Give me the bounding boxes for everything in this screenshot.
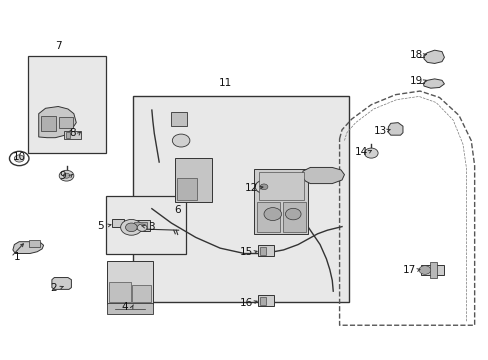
Polygon shape (39, 107, 76, 138)
Circle shape (59, 170, 74, 181)
Bar (134, 222, 147, 229)
Bar (260, 297, 265, 305)
Bar (105, 196, 185, 253)
Bar (107, 303, 153, 315)
Polygon shape (423, 50, 444, 63)
Bar (282, 202, 305, 232)
Bar (27, 56, 105, 153)
Text: 4: 4 (122, 302, 128, 312)
Circle shape (14, 155, 24, 162)
Bar (177, 178, 196, 200)
Bar (29, 240, 40, 247)
Text: 6: 6 (174, 206, 180, 216)
Polygon shape (387, 123, 402, 135)
Text: 2: 2 (50, 283, 57, 293)
Bar (41, 116, 56, 131)
Bar (171, 112, 186, 126)
Text: 11: 11 (218, 78, 231, 88)
Bar (65, 132, 70, 138)
Polygon shape (52, 278, 71, 289)
Bar (132, 285, 151, 302)
Text: 15: 15 (239, 247, 252, 257)
Bar (258, 296, 273, 306)
Text: 7: 7 (55, 41, 61, 50)
Text: 9: 9 (60, 171, 66, 181)
Bar (429, 262, 436, 278)
Text: 18: 18 (408, 50, 422, 60)
Text: 19: 19 (408, 76, 422, 86)
Bar (107, 261, 153, 304)
Bar (254, 169, 307, 234)
Circle shape (260, 184, 267, 190)
Text: 16: 16 (239, 298, 252, 308)
Text: 3: 3 (148, 222, 155, 231)
Bar (420, 265, 444, 275)
Bar (109, 282, 131, 302)
Text: 13: 13 (373, 126, 386, 135)
Circle shape (172, 134, 189, 147)
Bar (260, 247, 265, 255)
Polygon shape (302, 167, 344, 184)
Text: 17: 17 (402, 265, 415, 275)
Bar (64, 131, 81, 139)
Bar (256, 202, 280, 232)
Text: 8: 8 (69, 128, 76, 138)
Bar (175, 158, 211, 202)
Bar (112, 220, 123, 227)
Circle shape (125, 223, 137, 231)
Circle shape (264, 208, 281, 221)
Circle shape (63, 173, 70, 178)
Text: 14: 14 (354, 147, 367, 157)
Circle shape (285, 208, 301, 220)
Text: 12: 12 (244, 183, 258, 193)
Circle shape (364, 148, 377, 158)
Circle shape (255, 180, 272, 193)
Bar (259, 172, 304, 200)
Circle shape (418, 266, 430, 274)
Text: 1: 1 (14, 252, 20, 262)
Bar (133, 96, 348, 302)
Circle shape (137, 224, 147, 231)
Bar (131, 220, 150, 231)
Bar (59, 117, 73, 128)
Text: 5: 5 (97, 221, 104, 230)
Bar (258, 245, 273, 256)
Text: 10: 10 (13, 152, 26, 162)
Circle shape (121, 220, 142, 235)
Polygon shape (13, 242, 43, 253)
Polygon shape (423, 79, 444, 88)
